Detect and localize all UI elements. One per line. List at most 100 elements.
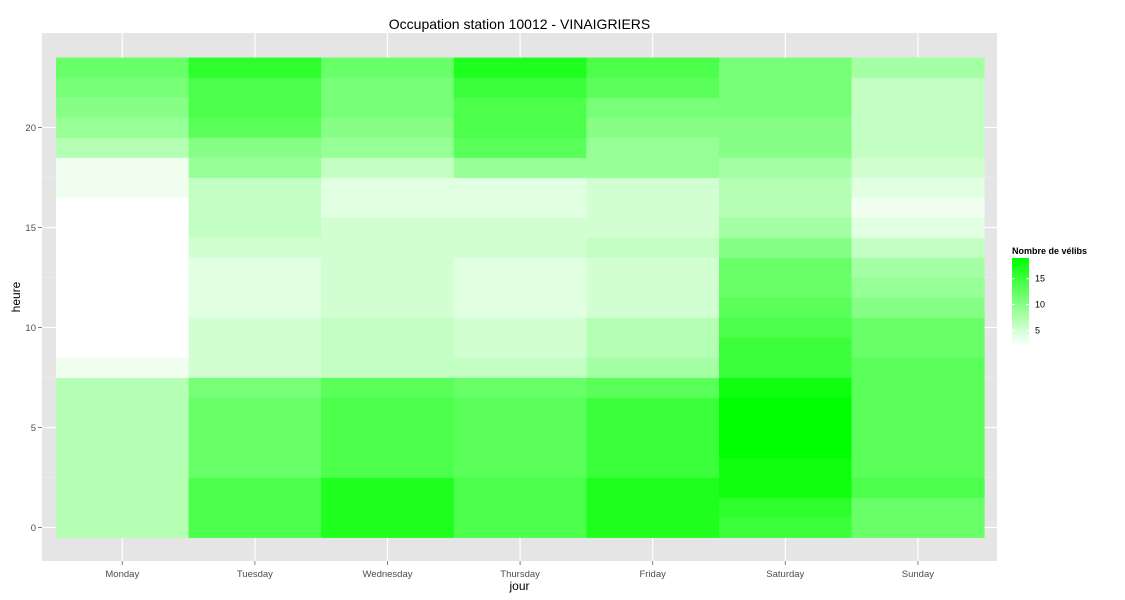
heatmap-cell <box>188 377 322 398</box>
legend-tick-label: 5 <box>1035 325 1040 335</box>
heatmap-cell <box>321 437 455 458</box>
heatmap-cell <box>719 297 852 318</box>
heatmap-cell <box>851 477 985 498</box>
heatmap-cell <box>851 357 985 378</box>
heatmap-cell <box>719 237 852 258</box>
heatmap-cell <box>586 397 720 418</box>
heatmap-cell <box>586 477 720 498</box>
legend: Nombre de vélibs 5 10 15 <box>1012 246 1087 346</box>
heatmap-cell <box>586 297 720 318</box>
heatmap-cell <box>586 317 720 338</box>
legend-tick-label: 15 <box>1035 274 1045 284</box>
heatmap-cell <box>586 357 720 378</box>
heatmap-cell <box>188 397 322 418</box>
heatmap-cell <box>56 57 189 78</box>
heatmap-cell <box>586 137 720 158</box>
heatmap-cell <box>586 457 720 478</box>
heatmap-cell <box>851 157 985 178</box>
heatmap-cells <box>56 57 985 538</box>
heatmap-cell <box>321 237 455 258</box>
heatmap-cell <box>188 197 322 218</box>
heatmap-cell <box>851 317 985 338</box>
heatmap-cell <box>188 497 322 518</box>
legend-ticks: 5 10 15 <box>1012 274 1045 335</box>
heatmap-cell <box>56 357 189 378</box>
heatmap-cell <box>719 217 852 238</box>
heatmap-cell <box>453 257 587 278</box>
legend-colorbar <box>1012 258 1029 346</box>
heatmap-cell <box>321 377 455 398</box>
heatmap-cell <box>321 457 455 478</box>
heatmap-cell <box>188 237 322 258</box>
heatmap-cell <box>453 197 587 218</box>
heatmap-cell <box>321 417 455 438</box>
heatmap-cell <box>321 337 455 358</box>
heatmap-cell <box>719 137 852 158</box>
heatmap-cell <box>56 237 189 258</box>
heatmap-cell <box>188 217 322 238</box>
heatmap-cell <box>56 277 189 298</box>
heatmap-cell <box>453 517 587 538</box>
heatmap-cell <box>321 57 455 78</box>
heatmap-cell <box>453 437 587 458</box>
heatmap-cell <box>586 417 720 438</box>
heatmap-cell <box>719 437 852 458</box>
heatmap-cell <box>321 297 455 318</box>
heatmap-cell <box>851 57 985 78</box>
heatmap-cell <box>851 377 985 398</box>
heatmap-cell <box>719 397 852 418</box>
heatmap-cell <box>586 157 720 178</box>
heatmap-cell <box>56 117 189 138</box>
heatmap-cell <box>719 97 852 118</box>
heatmap-cell <box>56 417 189 438</box>
heatmap-cell <box>851 97 985 118</box>
heatmap-cell <box>56 397 189 418</box>
heatmap-cell <box>56 217 189 238</box>
heatmap-cell <box>188 457 322 478</box>
heatmap-cell <box>453 57 587 78</box>
heatmap-cell <box>188 77 322 98</box>
heatmap-cell <box>719 497 852 518</box>
heatmap-cell <box>453 137 587 158</box>
heatmap-cell <box>453 177 587 198</box>
heatmap-cell <box>719 417 852 438</box>
heatmap-cell <box>188 357 322 378</box>
y-tick-label: 15 <box>25 223 36 234</box>
heatmap-cell <box>453 497 587 518</box>
heatmap-cell <box>56 77 189 98</box>
heatmap-cell <box>586 277 720 298</box>
heatmap-cell <box>321 177 455 198</box>
heatmap-cell <box>56 437 189 458</box>
heatmap-cell <box>586 217 720 238</box>
heatmap-cell <box>453 477 587 498</box>
heatmap-cell <box>453 217 587 238</box>
heatmap-cell <box>321 397 455 418</box>
heatmap-cell <box>719 157 852 178</box>
heatmap-cell <box>56 97 189 118</box>
heatmap-cell <box>851 297 985 318</box>
heatmap-cell <box>719 377 852 398</box>
heatmap-cell <box>56 517 189 538</box>
heatmap-cell <box>188 257 322 278</box>
heatmap-cell <box>453 317 587 338</box>
heatmap-cell <box>851 397 985 418</box>
heatmap-cell <box>321 217 455 238</box>
heatmap-cell <box>321 257 455 278</box>
heatmap-cell <box>56 157 189 178</box>
heatmap-cell <box>586 197 720 218</box>
heatmap-cell <box>851 497 985 518</box>
y-tick-label: 0 <box>31 523 36 534</box>
x-tick-label: Wednesday <box>363 569 413 580</box>
heatmap-cell <box>851 257 985 278</box>
legend-title: Nombre de vélibs <box>1012 246 1087 256</box>
heatmap-cell <box>188 517 322 538</box>
heatmap-cell <box>851 237 985 258</box>
heatmap-cell <box>719 57 852 78</box>
heatmap-cell <box>453 97 587 118</box>
heatmap-cell <box>719 337 852 358</box>
x-tick-label: Thursday <box>500 569 540 580</box>
heatmap-cell <box>56 497 189 518</box>
y-tick-label: 10 <box>25 323 36 334</box>
heatmap-cell <box>851 177 985 198</box>
y-tick-label: 5 <box>31 423 36 434</box>
